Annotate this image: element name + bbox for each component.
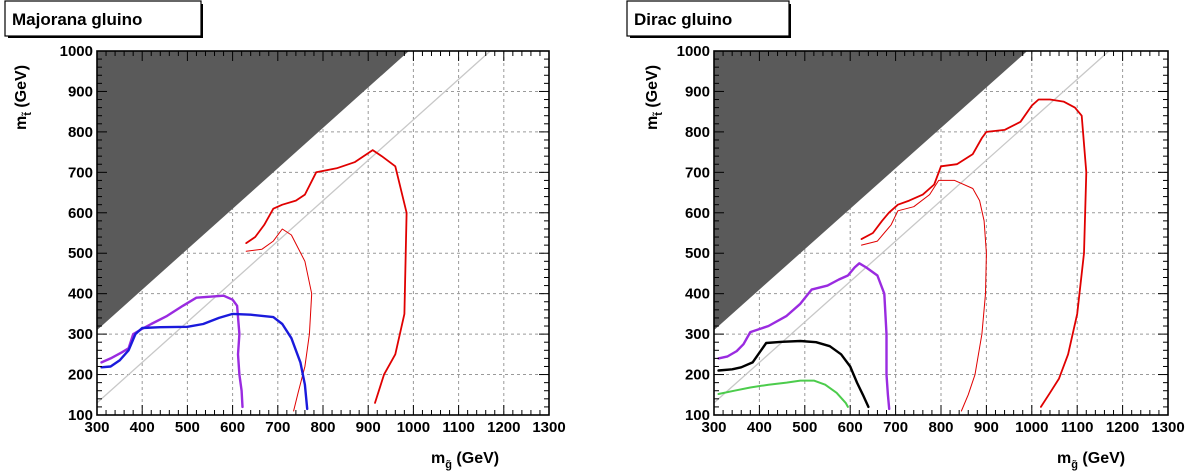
- x-axis-label: mg̃ (GeV): [431, 450, 499, 471]
- chart-title: Dirac gluino: [634, 10, 732, 29]
- y-tick-label: 300: [68, 326, 93, 343]
- x-axis-label-main: m: [1057, 450, 1071, 467]
- x-tick-label: 1000: [397, 419, 430, 436]
- x-tick-label: 400: [747, 419, 772, 436]
- series-line: [100, 312, 309, 411]
- series-line: [100, 294, 244, 409]
- plot-area: 300 400 500 600 700 800 900 1000 1100 1200 1300 100…: [60, 43, 566, 436]
- y-tick-label: 200: [685, 367, 710, 384]
- x-tick-label: 800: [928, 419, 953, 436]
- x-tick-label: 300: [84, 419, 109, 436]
- y-tick-label: 600: [685, 205, 710, 222]
- y-tick-label: 700: [685, 164, 710, 181]
- series-line: [717, 379, 849, 408]
- x-axis-label-sub: g̃: [1071, 459, 1078, 471]
- y-tick-label: 900: [68, 83, 93, 100]
- x-tick-label: 1100: [442, 419, 475, 436]
- diagonal-line: [96, 50, 491, 404]
- x-tick-label: 800: [310, 419, 335, 436]
- y-axis-label-main: m: [644, 116, 661, 130]
- y-tick-label: 600: [68, 205, 93, 222]
- y-axis-label: mt̃ (GeV): [644, 65, 665, 130]
- chart-title: Majorana gluino: [12, 10, 142, 29]
- series-line: [861, 179, 987, 412]
- title-box: [4, 0, 202, 37]
- plot-area: 300 400 500 600 700 800 900 1000 1100 1200 1300 100…: [677, 43, 1185, 436]
- x-tick-label: 900: [974, 419, 999, 436]
- y-axis-label: mt̃ (GeV): [13, 65, 34, 130]
- x-axis-label: mg̃ (GeV): [1057, 450, 1125, 471]
- series-line: [860, 98, 1088, 408]
- axis-ticks: [96, 50, 550, 416]
- title-box: [626, 0, 790, 37]
- y-tick-label: 1000: [677, 43, 710, 60]
- y-axis-label-sub: t̃: [21, 112, 34, 116]
- y-tick-label: 400: [68, 286, 93, 303]
- y-tick-label: 100: [685, 407, 710, 424]
- series-line: [717, 262, 891, 411]
- x-tick-label: 700: [883, 419, 908, 436]
- y-tick-label: 100: [68, 407, 93, 424]
- x-tick-label: 1300: [532, 419, 565, 436]
- x-tick-label: 1300: [1151, 419, 1184, 436]
- x-axis-label-sub: g̃: [445, 459, 452, 471]
- x-tick-label: 300: [701, 419, 726, 436]
- panel-majorana: Majorana gluino 300 400 500 600 700 800 900 100…: [4, 0, 566, 471]
- x-tick-label: 500: [175, 419, 200, 436]
- y-axis-label-main: m: [13, 116, 30, 130]
- x-axis-label-unit: (GeV): [452, 450, 499, 467]
- y-tick-label: 800: [68, 124, 93, 141]
- x-tick-label: 600: [220, 419, 245, 436]
- axis-ticks: [713, 50, 1169, 416]
- y-axis-label-unit: (GeV): [644, 65, 661, 112]
- y-tick-label: 800: [685, 124, 710, 141]
- series-group: [717, 98, 1088, 412]
- y-tick-label: 1000: [60, 43, 93, 60]
- x-axis-label-main: m: [431, 450, 445, 467]
- y-tick-label: 900: [685, 83, 710, 100]
- x-tick-label: 900: [356, 419, 381, 436]
- y-tick-label: 500: [685, 245, 710, 262]
- panel-dirac: Dirac gluino 300 400 500 600 700 800 900 1000 11…: [626, 0, 1185, 471]
- x-tick-label: 1000: [1015, 419, 1048, 436]
- series-line: [245, 149, 408, 404]
- x-axis-label-unit: (GeV): [1078, 450, 1125, 467]
- x-tick-label: 1200: [1106, 419, 1139, 436]
- x-tick-label: 600: [838, 419, 863, 436]
- excluded-region: [714, 51, 1028, 331]
- y-tick-label: 400: [685, 286, 710, 303]
- y-tick-label: 500: [68, 245, 93, 262]
- series-group: [100, 149, 408, 412]
- x-tick-label: 1200: [487, 419, 520, 436]
- tick-labels: 300 400 500 600 700 800 900 1000 1100 1200 1300 100…: [60, 43, 566, 436]
- x-tick-label: 500: [792, 419, 817, 436]
- y-axis-label-sub: t̃: [652, 112, 665, 116]
- y-tick-label: 700: [68, 164, 93, 181]
- series-line: [717, 339, 870, 409]
- x-tick-label: 1100: [1061, 419, 1094, 436]
- x-tick-label: 700: [265, 419, 290, 436]
- excluded-region: [97, 51, 409, 331]
- tick-labels: 300 400 500 600 700 800 900 1000 1100 1200 1300 100…: [677, 43, 1185, 436]
- y-axis-label-unit: (GeV): [13, 65, 30, 112]
- y-tick-label: 300: [685, 326, 710, 343]
- y-tick-label: 200: [68, 367, 93, 384]
- x-tick-label: 400: [130, 419, 155, 436]
- diagonal-line: [713, 50, 1110, 404]
